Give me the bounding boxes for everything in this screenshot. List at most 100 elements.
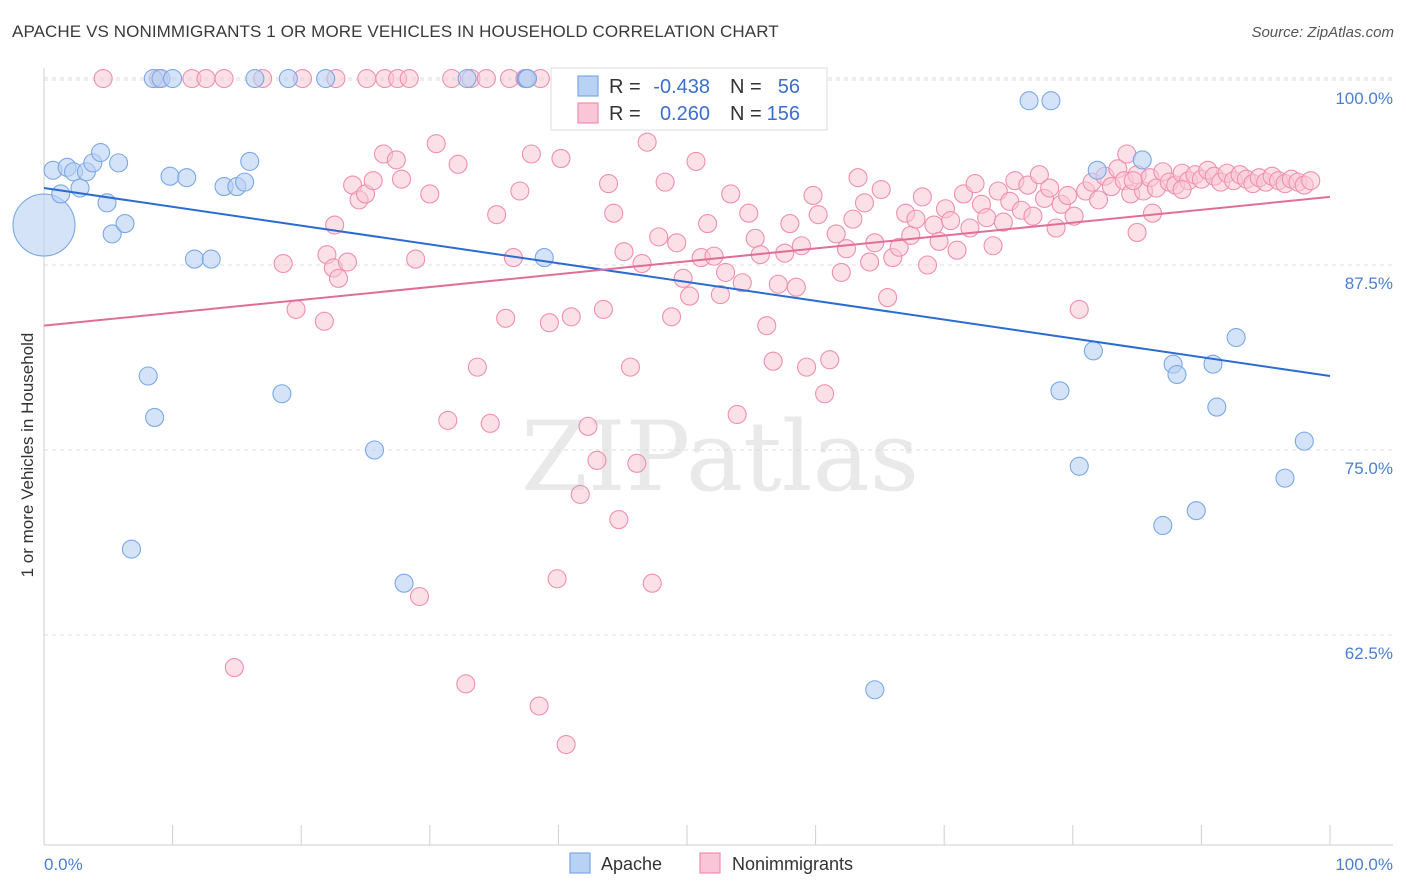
nonimmigrants-point: [214, 68, 234, 89]
nonimmigrants-point: [993, 212, 1013, 232]
apache-point: [1167, 364, 1187, 385]
y-tick-label: 62.5%: [1345, 644, 1393, 663]
nonimmigrants-point: [727, 404, 747, 425]
apache-point: [1207, 397, 1227, 417]
nonimmigrants-point: [593, 299, 613, 319]
nonimmigrants-point: [386, 150, 406, 170]
nonimmigrants-point: [912, 187, 932, 207]
apache-point: [235, 172, 255, 192]
y-tick-label: 87.5%: [1345, 274, 1393, 293]
nonimmigrants-point: [649, 227, 669, 247]
nonimmigrants-point: [627, 453, 647, 473]
apache-point: [121, 539, 141, 559]
y-tick-label: 100.0%: [1335, 89, 1393, 108]
apache-point: [1050, 381, 1070, 401]
apache-point: [1087, 160, 1107, 180]
nonimmigrants-point: [642, 573, 662, 593]
legend-r-value-2: 0.260: [660, 103, 710, 125]
nonimmigrants-point: [224, 658, 244, 678]
nonimmigrants-point: [1127, 222, 1147, 242]
nonimmigrants-point: [438, 410, 458, 430]
y-axis-title: 1 or more Vehicles in Household: [18, 333, 37, 578]
nonimmigrants-point: [448, 154, 468, 174]
nonimmigrants-point: [196, 68, 216, 89]
nonimmigrants-point: [1040, 178, 1060, 198]
nonimmigrants-point: [480, 413, 500, 433]
legend-r-value-1: -0.438: [653, 76, 710, 98]
correlation-legend: R = -0.438 N = 56 R = 0.260 N = 156: [550, 67, 828, 131]
nonimmigrants-point: [889, 237, 909, 257]
nonimmigrants-point: [947, 240, 967, 260]
legend-n-value-2: 156: [767, 103, 800, 125]
nonimmigrants-point: [637, 132, 657, 152]
apache-point: [1069, 456, 1089, 476]
nonimmigrants-point: [363, 171, 383, 191]
nonimmigrants-point: [710, 285, 730, 305]
apache-point: [109, 153, 129, 173]
nonimmigrants-trend-line: [43, 195, 1331, 327]
nonimmigrants-point: [941, 211, 961, 231]
series-legend: Apache Nonimmigrants: [569, 852, 853, 874]
apache-point: [1083, 341, 1103, 361]
legend-apache-icon: [569, 852, 591, 874]
legend-nonimmigrants-icon: [699, 852, 721, 874]
apache-point: [138, 366, 158, 386]
nonimmigrants-point: [791, 236, 812, 256]
nonimmigrants-point: [1058, 185, 1078, 205]
legend-apache-label: Apache: [601, 854, 662, 874]
legend-r-label-1: R =: [609, 76, 641, 98]
nonimmigrants-point: [614, 242, 634, 262]
nonimmigrants-point: [721, 184, 741, 204]
nonimmigrants-point: [1088, 190, 1109, 210]
legend-r-label-2: R =: [609, 103, 641, 125]
apache-point: [278, 68, 298, 89]
nonimmigrants-point: [768, 274, 788, 294]
apache-point: [517, 68, 538, 89]
apache-point: [245, 68, 265, 89]
nonimmigrants-point: [757, 316, 777, 336]
legend-n-value-1: 56: [778, 76, 800, 98]
legend-nonimmigrants-label: Nonimmigrants: [732, 854, 853, 874]
nonimmigrants-point: [686, 151, 706, 171]
apache-point: [145, 407, 165, 427]
chart-title: APACHE VS NONIMMIGRANTS 1 OR MORE VEHICL…: [12, 22, 779, 41]
nonimmigrants-point: [983, 236, 1003, 256]
nonimmigrants-point: [808, 205, 828, 225]
apache-point: [534, 248, 554, 268]
nonimmigrants-point: [314, 311, 334, 331]
apache-point: [1132, 150, 1152, 170]
apache-point: [1041, 91, 1061, 111]
nonimmigrants-point: [328, 268, 349, 288]
nonimmigrants-point: [604, 203, 624, 223]
apache-point: [102, 224, 122, 244]
apache-point: [1019, 91, 1039, 111]
apache-point: [163, 68, 183, 89]
nonimmigrants-point: [539, 313, 559, 333]
nonimmigrants-point: [739, 203, 759, 223]
nonimmigrants-point: [775, 243, 795, 263]
nonimmigrants-point: [286, 299, 306, 319]
nonimmigrants-point: [337, 252, 358, 272]
nonimmigrants-point: [780, 214, 800, 234]
source-label: Source: ZipAtlas.com: [1251, 24, 1394, 41]
apache-point: [316, 68, 336, 89]
nonimmigrants-point: [1023, 206, 1043, 226]
nonimmigrants-point: [409, 586, 430, 607]
apache-point: [177, 168, 197, 188]
nonimmigrants-point: [662, 307, 682, 327]
nonimmigrants-point: [420, 184, 440, 204]
nonimmigrants-point: [632, 253, 652, 274]
apache-point: [364, 440, 385, 460]
apache-point: [272, 384, 292, 404]
nonimmigrants-point: [732, 273, 752, 293]
legend-nonimmigrants-swatch: [577, 102, 599, 124]
apache-point: [1226, 327, 1246, 348]
nonimmigrants-point: [831, 262, 851, 282]
nonimmigrants-point: [510, 181, 530, 201]
nonimmigrants-points: [93, 68, 1321, 755]
apache-point: [240, 151, 260, 171]
nonimmigrants-point: [556, 734, 576, 755]
nonimmigrants-point: [786, 277, 806, 297]
x-tick-label-left: 0.0%: [44, 855, 83, 874]
